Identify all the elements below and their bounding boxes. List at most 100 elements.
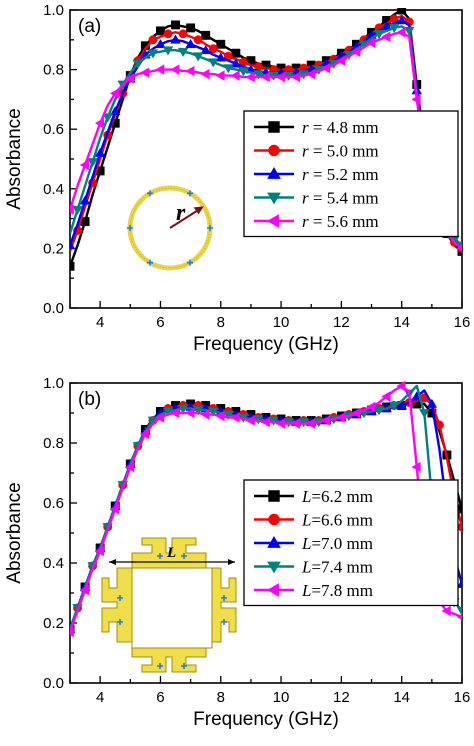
series-point-4	[245, 415, 255, 426]
series-point-4	[170, 407, 180, 419]
legend-marker-1	[268, 513, 280, 526]
ring-port	[157, 553, 163, 559]
series-point-4	[336, 412, 346, 423]
dimension-arrow-left	[109, 559, 116, 565]
x-tick-label: 4	[96, 314, 104, 331]
series-point-4	[305, 68, 316, 80]
y-tick-label: 0.4	[43, 181, 64, 198]
series-point-3	[192, 52, 204, 62]
inset-label: r	[176, 200, 186, 226]
x-tick-label: 8	[217, 689, 225, 706]
series-point-3	[102, 113, 113, 123]
series-point-3	[456, 607, 462, 617]
series-point-1	[178, 29, 188, 39]
series-point-4	[336, 55, 346, 66]
series-point-4	[170, 64, 180, 75]
legend-marker-3	[267, 561, 281, 574]
series-point-4	[275, 71, 285, 83]
series-point-0	[397, 8, 407, 15]
series-point-4	[140, 428, 150, 440]
series-point-2	[200, 44, 211, 55]
ring-port	[117, 619, 123, 625]
radius-arrowhead	[193, 206, 204, 215]
series-point-4	[70, 204, 74, 215]
series-4	[70, 27, 462, 252]
series-point-4	[366, 401, 376, 413]
legend-marker-3	[267, 192, 281, 205]
series-point-3	[388, 24, 400, 34]
legend-label-2: r = 5.2 mm	[302, 165, 379, 184]
series-point-3	[87, 158, 98, 168]
ring-port	[181, 663, 187, 669]
series-point-0	[171, 20, 180, 30]
series-point-3	[223, 64, 234, 74]
series-point-3	[419, 409, 430, 419]
x-tick-label: 12	[333, 689, 350, 706]
x-tick-label: 14	[393, 314, 410, 331]
series-point-4	[79, 159, 89, 171]
ring-inner	[131, 567, 213, 649]
series-point-4	[305, 418, 316, 429]
series-point-4	[366, 37, 376, 49]
legend-marker-4	[267, 583, 279, 597]
series-point-4	[230, 70, 240, 81]
series-point-2	[79, 195, 91, 205]
series-point-4	[140, 67, 150, 78]
series-point-4	[230, 412, 240, 423]
series-point-0	[201, 30, 211, 40]
series-point-4	[185, 407, 195, 419]
series-point-4	[200, 409, 210, 420]
series-point-4	[441, 605, 451, 617]
series-point-2	[109, 105, 121, 116]
series-point-4	[411, 461, 421, 473]
series-point-2	[155, 38, 166, 49]
panel-label: (a)	[78, 16, 101, 37]
series-point-3	[388, 401, 400, 411]
inset-unit-cell-illustration: L	[101, 537, 237, 673]
ring-port	[181, 553, 187, 559]
legend-label-4: r = 5.6 mm	[302, 212, 379, 231]
y-tick-label: 0.6	[43, 121, 64, 138]
series-point-3	[72, 205, 83, 215]
series-point-4	[456, 245, 462, 252]
ring-port	[221, 595, 227, 601]
series-point-3	[253, 70, 264, 80]
series-point-4	[320, 415, 331, 426]
series-point-4	[124, 461, 135, 473]
series-point-4	[124, 73, 135, 84]
series-point-3	[177, 47, 189, 58]
ring-port	[187, 190, 193, 197]
series-point-1	[148, 35, 158, 45]
series-point-3	[162, 46, 174, 56]
series-point-4	[456, 613, 462, 621]
ring-port	[147, 259, 153, 266]
panel-a: 4 6 8 10 12 14 16 0.0 0.2 0.4 0.6 0.8 1.0 Frequency (…	[4, 2, 470, 355]
ring-port	[207, 225, 213, 231]
series-4	[70, 381, 462, 638]
legend-label-0: r = 4.8 mm	[302, 118, 379, 137]
series-point-4	[381, 31, 391, 43]
series-point-4	[245, 71, 255, 83]
ring-port	[147, 190, 153, 197]
series-point-4	[109, 503, 120, 515]
series-point-4	[351, 46, 361, 57]
x-tick-label: 6	[156, 314, 164, 331]
series-point-4	[396, 381, 406, 392]
legend-label-1: L=6.6 mm	[301, 511, 373, 530]
panel-label: (b)	[78, 389, 101, 410]
y-tick-label: 0.8	[43, 435, 64, 452]
y-tick-label: 0.2	[43, 615, 64, 632]
series-point-1	[163, 29, 173, 39]
series-point-0	[70, 261, 75, 271]
series-point-3	[403, 27, 415, 37]
y-tick-label: 1.0	[43, 375, 64, 392]
series-point-4	[351, 407, 361, 419]
legend-marker-4	[267, 214, 279, 228]
legend-marker-1	[268, 144, 280, 157]
x-tick-label: 10	[273, 689, 290, 706]
series-point-1	[193, 35, 203, 45]
series-point-3	[238, 67, 249, 77]
legend-marker-2	[267, 167, 281, 179]
x-tick-label: 16	[454, 689, 471, 706]
series-point-2	[426, 398, 438, 408]
